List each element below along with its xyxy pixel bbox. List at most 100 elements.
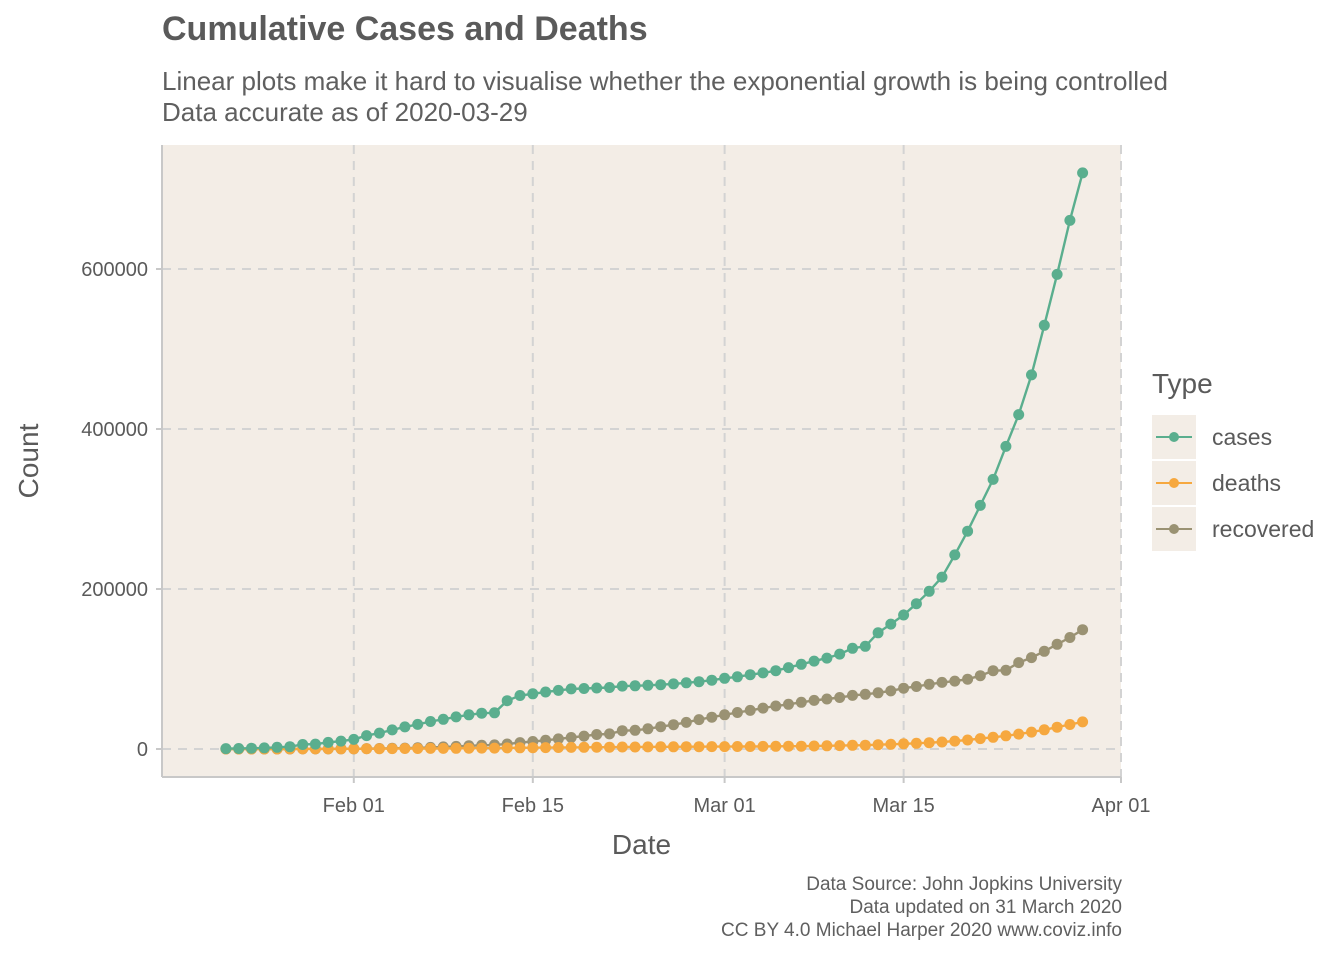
legend: Type cases deaths recovered bbox=[1152, 368, 1314, 552]
data-point-cases bbox=[565, 683, 577, 695]
y-tick-label: 400000 bbox=[81, 419, 148, 441]
data-point-recovered bbox=[974, 670, 986, 682]
data-point-cases bbox=[719, 672, 731, 684]
legend-item-cases: cases bbox=[1152, 414, 1314, 460]
data-point-cases bbox=[783, 662, 794, 674]
data-point-deaths bbox=[655, 741, 667, 753]
data-point-cases bbox=[450, 711, 462, 723]
data-point-cases bbox=[1077, 167, 1089, 179]
data-point-deaths bbox=[450, 742, 462, 754]
data-point-deaths bbox=[476, 742, 488, 754]
data-point-deaths bbox=[629, 741, 641, 753]
data-point-recovered bbox=[1038, 645, 1050, 657]
legend-label-deaths: deaths bbox=[1212, 469, 1282, 496]
legend-item-recovered: recovered bbox=[1152, 506, 1314, 552]
data-point-cases bbox=[923, 585, 935, 597]
x-tick-label: Apr 01 bbox=[1092, 795, 1151, 817]
data-point-deaths bbox=[795, 740, 807, 752]
data-point-cases bbox=[604, 682, 615, 693]
data-point-cases bbox=[412, 718, 424, 730]
data-point-cases bbox=[258, 742, 270, 754]
data-point-recovered bbox=[821, 693, 833, 705]
legend-label-recovered: recovered bbox=[1212, 515, 1315, 542]
data-point-recovered bbox=[731, 707, 743, 718]
data-point-recovered bbox=[898, 682, 910, 694]
data-point-recovered bbox=[923, 678, 935, 690]
data-point-deaths bbox=[821, 740, 833, 752]
data-point-cases bbox=[489, 707, 500, 719]
data-point-recovered bbox=[578, 730, 590, 742]
data-point-cases bbox=[578, 683, 590, 694]
data-point-cases bbox=[757, 667, 769, 679]
data-point-recovered bbox=[1077, 624, 1089, 636]
data-point-cases bbox=[1000, 440, 1012, 452]
data-point-recovered bbox=[706, 711, 718, 723]
data-point-cases bbox=[744, 669, 756, 681]
data-point-recovered bbox=[885, 685, 897, 697]
data-point-cases bbox=[552, 684, 564, 696]
subtitle-line-2: Data accurate as of 2020-03-29 bbox=[162, 97, 528, 127]
data-point-deaths bbox=[642, 741, 654, 753]
data-point-cases bbox=[936, 571, 948, 583]
data-point-recovered bbox=[872, 687, 884, 699]
data-point-cases bbox=[616, 680, 628, 692]
data-point-deaths bbox=[386, 743, 398, 755]
data-point-deaths bbox=[399, 743, 411, 754]
data-point-cases bbox=[859, 640, 871, 652]
x-axis-title: Date bbox=[612, 829, 671, 860]
data-point-cases bbox=[706, 674, 718, 686]
data-point-deaths bbox=[885, 738, 897, 750]
data-point-deaths bbox=[463, 742, 475, 754]
data-point-recovered bbox=[936, 676, 948, 688]
data-point-cases bbox=[693, 676, 705, 688]
data-point-recovered bbox=[668, 719, 679, 731]
x-tick-label: Feb 15 bbox=[502, 795, 564, 817]
y-tick-label: 200000 bbox=[81, 579, 148, 601]
data-point-cases bbox=[322, 736, 334, 748]
data-point-deaths bbox=[604, 741, 615, 753]
data-point-deaths bbox=[1013, 728, 1025, 740]
data-point-cases bbox=[425, 716, 436, 727]
legend-items: cases deaths recovered bbox=[1152, 414, 1314, 552]
data-point-cases bbox=[642, 679, 654, 691]
caption-line-3: CC BY 4.0 Michael Harper 2020 www.coviz.… bbox=[721, 920, 1122, 941]
y-tick-label: 0 bbox=[137, 739, 148, 761]
data-point-deaths bbox=[974, 733, 986, 745]
legend-item-deaths: deaths bbox=[1152, 460, 1314, 506]
data-point-recovered bbox=[834, 692, 846, 703]
chart-subtitle: Linear plots make it hard to visualise w… bbox=[162, 66, 1168, 128]
data-point-deaths bbox=[744, 741, 756, 752]
data-point-recovered bbox=[719, 709, 731, 721]
data-point-recovered bbox=[680, 716, 692, 728]
data-point-deaths bbox=[834, 740, 846, 752]
data-point-cases bbox=[284, 741, 296, 753]
legend-title: Type bbox=[1152, 368, 1213, 399]
data-point-deaths bbox=[706, 741, 718, 753]
data-point-deaths bbox=[1026, 726, 1037, 738]
data-point-cases bbox=[1064, 214, 1076, 226]
data-point-cases bbox=[949, 549, 961, 561]
data-point-cases bbox=[220, 743, 232, 755]
data-point-cases bbox=[591, 682, 603, 694]
data-point-deaths bbox=[898, 738, 910, 750]
data-point-cases bbox=[655, 679, 667, 691]
data-point-cases bbox=[233, 743, 245, 754]
data-point-deaths bbox=[373, 743, 385, 755]
data-point-recovered bbox=[859, 688, 871, 700]
data-point-cases bbox=[476, 707, 488, 719]
caption-line-2: Data updated on 31 March 2020 bbox=[849, 897, 1122, 918]
data-point-cases bbox=[898, 609, 910, 621]
data-point-recovered bbox=[987, 665, 999, 677]
data-point-recovered bbox=[1013, 657, 1025, 669]
data-point-deaths bbox=[348, 743, 360, 755]
y-axis-title: Count bbox=[13, 423, 44, 498]
data-point-deaths bbox=[489, 742, 500, 754]
data-point-deaths bbox=[680, 741, 692, 753]
data-point-recovered bbox=[693, 714, 705, 726]
data-point-recovered bbox=[552, 733, 564, 745]
data-point-recovered bbox=[783, 698, 794, 710]
data-point-cases bbox=[668, 678, 679, 690]
data-point-cases bbox=[437, 713, 449, 725]
data-point-recovered bbox=[1051, 638, 1063, 650]
data-point-deaths bbox=[335, 743, 347, 755]
